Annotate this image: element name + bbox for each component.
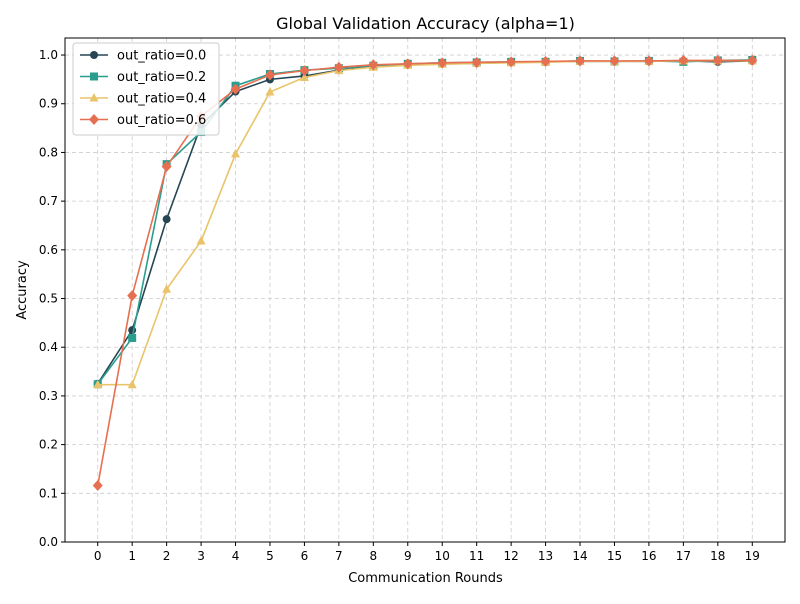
x-tick-label: 8 — [370, 549, 378, 563]
legend-label: out_ratio=0.2 — [117, 70, 206, 85]
y-tick-label: 0.6 — [39, 243, 58, 257]
x-tick-label: 0 — [94, 549, 102, 563]
data-point — [575, 55, 586, 67]
legend: out_ratio=0.0 out_ratio=0.2 out_ratio=0.4o… — [72, 42, 220, 136]
legend-item: out_ratio=0.0 — [80, 49, 206, 64]
x-tick-label: 4 — [232, 549, 240, 563]
y-tick-label: 0.4 — [39, 340, 58, 354]
data-point — [265, 87, 275, 96]
y-tick-label: 0.3 — [39, 389, 58, 403]
x-tick-label: 7 — [335, 549, 343, 563]
x-tick-label: 16 — [641, 549, 656, 563]
legend-marker — [89, 93, 99, 102]
legend-item: out_ratio=0.4 — [80, 92, 206, 107]
x-tick-label: 6 — [301, 549, 309, 563]
legend-marker — [90, 72, 98, 81]
data-point — [540, 55, 551, 67]
data-point — [127, 290, 138, 302]
data-point — [196, 236, 206, 245]
x-tick-label: 10 — [435, 549, 450, 563]
data-point — [161, 161, 172, 173]
x-axis-label: Communication Rounds — [348, 571, 503, 586]
data-point — [128, 333, 137, 342]
data-point — [712, 54, 723, 66]
legend-label: out_ratio=0.4 — [117, 92, 206, 107]
data-point — [299, 72, 309, 81]
data-point — [437, 57, 448, 69]
data-point — [402, 58, 413, 70]
x-tick-label: 19 — [745, 549, 760, 563]
x-tick-label: 13 — [538, 549, 553, 563]
x-tick-label: 1 — [128, 549, 136, 563]
x-tick-label: 14 — [572, 549, 587, 563]
legend-item: out_ratio=0.6 — [80, 113, 206, 128]
x-tick-label: 2 — [163, 549, 171, 563]
data-point — [678, 54, 689, 66]
y-tick-label: 0.8 — [39, 145, 58, 159]
y-tick-label: 1.0 — [39, 48, 58, 62]
plot-area-frame — [64, 37, 786, 543]
data-point — [162, 284, 172, 293]
legend-label: out_ratio=0.6 — [117, 113, 206, 128]
x-tick-label: 5 — [266, 549, 274, 563]
data-point — [609, 55, 620, 67]
data-point — [299, 65, 310, 77]
y-tick-label: 0.2 — [39, 438, 58, 452]
x-tick-label: 18 — [710, 549, 725, 563]
data-point — [368, 59, 379, 71]
data-point — [162, 215, 171, 224]
y-tick-label: 0.1 — [39, 486, 58, 500]
y-tick-label: 0.7 — [39, 194, 58, 208]
data-point — [333, 61, 344, 73]
legend-item: out_ratio=0.2 — [80, 70, 206, 85]
data-point — [747, 54, 758, 66]
data-point — [231, 148, 241, 158]
data-point — [230, 83, 241, 95]
data-point — [264, 69, 275, 81]
axis-ticks: 0 1 2 3 4 5 6 7 8 9 10 11 12 13 14 15 16 17 18 190.00.10.20… — [39, 48, 760, 563]
data-point — [471, 56, 482, 68]
y-tick-label: 0.0 — [39, 535, 58, 549]
x-tick-label: 3 — [197, 549, 205, 563]
y-tick-label: 0.5 — [39, 292, 58, 306]
x-tick-label: 15 — [607, 549, 622, 563]
data-point — [127, 379, 137, 389]
legend-marker — [89, 114, 99, 125]
legend-box — [72, 42, 220, 136]
data-point — [643, 55, 654, 67]
x-tick-label: 9 — [404, 549, 412, 563]
legend-label: out_ratio=0.0 — [117, 49, 206, 64]
x-tick-label: 12 — [503, 549, 518, 563]
y-axis-label: Accuracy — [15, 260, 30, 320]
y-tick-label: 0.9 — [39, 97, 58, 111]
chart-title: Global Validation Accuracy (alpha=1) — [276, 14, 575, 33]
x-tick-label: 17 — [676, 549, 691, 563]
x-tick-label: 11 — [469, 549, 484, 563]
data-point — [506, 56, 517, 68]
data-point — [93, 379, 103, 389]
legend-marker — [90, 51, 98, 59]
data-point — [92, 480, 103, 492]
